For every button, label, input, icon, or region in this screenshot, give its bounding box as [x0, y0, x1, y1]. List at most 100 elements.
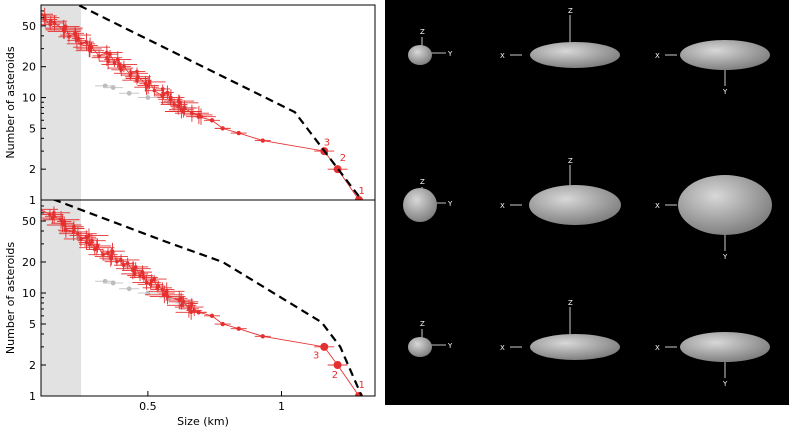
red-connector [102, 252, 109, 256]
red-point [121, 263, 126, 267]
red-connector [89, 45, 92, 48]
red-connector [80, 41, 87, 45]
red-connector [94, 247, 98, 250]
red-tail-point [220, 126, 225, 131]
red-connector [167, 296, 180, 301]
point-number-label: 3 [313, 351, 319, 362]
red-connector [182, 107, 185, 112]
y-axis-label: Number of asteroids [4, 242, 17, 354]
red-connector [110, 256, 112, 259]
red-connector [135, 266, 141, 276]
red-connector [77, 233, 82, 240]
red-point [169, 95, 173, 100]
red-connector [184, 107, 193, 114]
red-connector [114, 59, 119, 64]
y-tick-label: 20 [22, 256, 36, 269]
red-connector [74, 33, 76, 36]
red-tail-point [260, 334, 265, 339]
red-connector [120, 259, 124, 266]
red-connector [110, 251, 113, 257]
red-connector [179, 102, 182, 110]
y-tick-label: 10 [22, 92, 36, 105]
red-tail-point [196, 114, 201, 119]
red-connector [107, 54, 111, 62]
y-tick-label: 10 [22, 287, 36, 300]
red-connector [44, 19, 51, 25]
red-connector [162, 88, 164, 95]
red-connector [130, 71, 138, 74]
red-connector [149, 81, 155, 91]
point-number-label: 1 [358, 186, 364, 197]
gray-point [145, 95, 151, 100]
red-connector [120, 66, 125, 71]
red-tail-point [354, 196, 363, 200]
y-tick-label: 2 [29, 163, 36, 176]
red-connector [41, 209, 51, 215]
gray-point [110, 85, 116, 91]
z-axis-letter: Z [568, 157, 573, 165]
x-axis-letter: X [500, 52, 505, 60]
red-connector [129, 73, 132, 76]
asteroid-shape-end-view [408, 45, 432, 65]
red-connector [173, 104, 179, 107]
y-axis-letter: Y [447, 50, 453, 58]
gray-point [102, 278, 108, 284]
red-connector [37, 209, 40, 211]
y-tick-label: 50 [22, 215, 36, 228]
red-point [132, 272, 137, 276]
red-tail-point [260, 138, 265, 143]
asteroid-shape-side-view [530, 334, 620, 360]
asteroid-shape-side-view [530, 42, 620, 68]
red-connector [158, 285, 163, 290]
asteroid-shape-side-view [529, 185, 621, 225]
x-axis-letter: X [500, 202, 505, 210]
asteroid-shape-top-view [680, 332, 770, 362]
asteroid-shape-top-view [680, 40, 770, 70]
panel-bottom: 1 2 3 1 2 5 10 20 50 Number of asteroids 0.5 1 Size … [4, 199, 376, 428]
red-connector [166, 291, 168, 297]
red-connector [191, 303, 195, 311]
z-axis-letter: Z [420, 178, 425, 186]
x-axis-letter: X [655, 202, 660, 210]
red-tail-point [333, 360, 342, 369]
red-connector [50, 20, 55, 24]
red-connector [91, 46, 100, 57]
red-point [165, 90, 170, 95]
red-connector [109, 53, 115, 64]
y-tick-label: 2 [29, 359, 36, 372]
red-connector [154, 90, 163, 97]
shaded-region [41, 5, 82, 200]
red-connector [134, 266, 137, 274]
red-connector [88, 235, 91, 245]
model-dashed-line [75, 5, 363, 200]
red-connector [178, 100, 181, 104]
y-axis-letter: Y [722, 380, 728, 388]
plot-region: 1 23 [41, 5, 369, 200]
y-axis-letter: Y [447, 200, 453, 208]
asteroid-shape-end-view [403, 188, 437, 222]
red-connector [191, 112, 199, 116]
y-tick-label: 1 [29, 390, 36, 403]
y-axis-letter: Y [447, 342, 453, 350]
plot-frame [40, 4, 376, 201]
shape-models-svg: Z Y Z X X Y Z Y Z X X Y Z Y Z X X Y [403, 7, 772, 388]
gray-point [126, 90, 132, 96]
red-connector [163, 92, 168, 95]
shape-row: Z Y Z X X Y [408, 7, 770, 96]
asteroid-shape-end-view [408, 337, 432, 357]
red-point [35, 209, 39, 213]
y-axis-label: Number of asteroids [4, 46, 17, 158]
x-axis-letter: X [500, 344, 505, 352]
red-connector [116, 259, 122, 263]
red-connector [117, 59, 120, 65]
y-tick-label: 1 [29, 194, 36, 207]
red-connector [89, 240, 93, 245]
x-tick-label: 1 [278, 400, 285, 413]
red-connector [147, 81, 150, 86]
z-axis-letter: Z [420, 320, 425, 328]
gray-point [145, 290, 151, 296]
y-tick-label: 5 [29, 122, 36, 135]
shape-models-panel: Z Y Z X X Y Z Y Z X X Y Z Y Z X X Y [385, 0, 789, 405]
red-connector [146, 85, 149, 88]
